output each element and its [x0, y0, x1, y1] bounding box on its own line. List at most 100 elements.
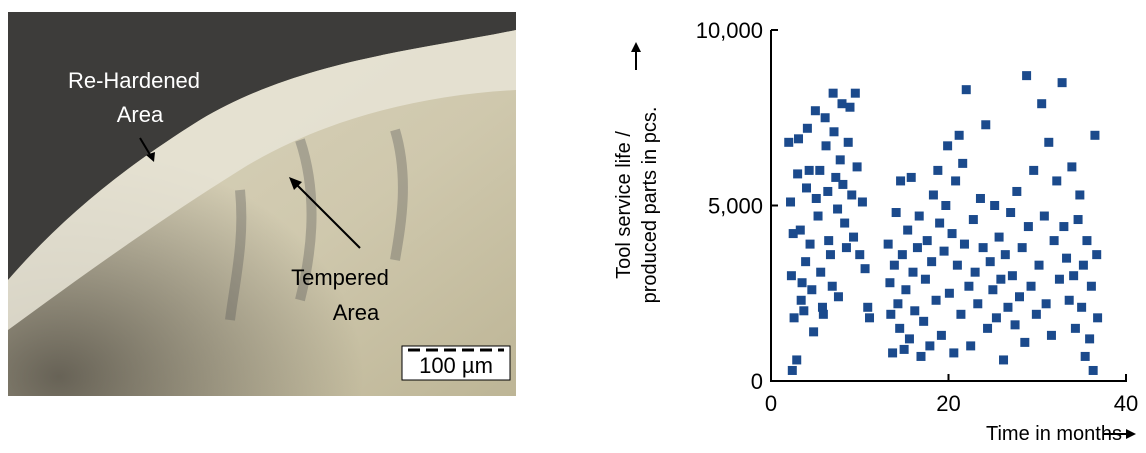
point	[884, 240, 893, 249]
point	[892, 208, 901, 217]
x-tick-label: 0	[765, 391, 777, 416]
point	[844, 138, 853, 147]
point	[1092, 250, 1101, 259]
y-tick-label: 5,000	[708, 194, 763, 219]
point	[803, 124, 812, 133]
point	[966, 341, 975, 350]
point	[945, 289, 954, 298]
point	[1071, 324, 1080, 333]
point	[1087, 282, 1096, 291]
point	[1075, 190, 1084, 199]
point	[855, 250, 864, 259]
point	[826, 250, 835, 259]
point	[933, 166, 942, 175]
point	[833, 205, 842, 214]
point	[1062, 254, 1071, 263]
point	[1050, 236, 1059, 245]
point	[1006, 208, 1015, 217]
point	[1059, 222, 1068, 231]
point	[979, 243, 988, 252]
point	[836, 155, 845, 164]
point	[784, 138, 793, 147]
point	[941, 201, 950, 210]
x-axis-label: Time in months	[986, 423, 1122, 445]
y-axis-label: Tool service life /	[613, 131, 635, 279]
point	[1065, 296, 1074, 305]
point	[919, 317, 928, 326]
point	[1035, 261, 1044, 270]
point	[886, 310, 895, 319]
point	[951, 176, 960, 185]
point	[807, 285, 816, 294]
point	[943, 141, 952, 150]
point	[805, 166, 814, 175]
point	[1077, 303, 1086, 312]
annotation: Re-Hardened	[68, 68, 200, 93]
point	[900, 345, 909, 354]
point	[990, 201, 999, 210]
point	[1027, 282, 1036, 291]
point	[1008, 271, 1017, 280]
point	[969, 215, 978, 224]
point	[1020, 338, 1029, 347]
point	[988, 285, 997, 294]
point	[1052, 176, 1061, 185]
point	[794, 134, 803, 143]
point	[923, 236, 932, 245]
point	[809, 327, 818, 336]
point	[893, 299, 902, 308]
point	[885, 278, 894, 287]
point	[788, 366, 797, 375]
point	[838, 180, 847, 189]
point	[1037, 99, 1046, 108]
point	[823, 187, 832, 196]
point	[858, 197, 867, 206]
point	[796, 226, 805, 235]
point	[797, 296, 806, 305]
point	[1047, 331, 1056, 340]
point	[949, 348, 958, 357]
point	[958, 159, 967, 168]
point	[913, 243, 922, 252]
point	[824, 236, 833, 245]
point	[888, 348, 897, 357]
point	[838, 99, 847, 108]
point	[896, 176, 905, 185]
point	[1074, 215, 1083, 224]
y-tick-label: 10,000	[696, 18, 763, 43]
x-tick-label: 20	[936, 391, 960, 416]
point	[847, 190, 856, 199]
point	[828, 282, 837, 291]
point	[895, 324, 904, 333]
point	[992, 313, 1001, 322]
point	[851, 89, 860, 98]
point	[1044, 138, 1053, 147]
point	[834, 292, 843, 301]
point	[1093, 313, 1102, 322]
point	[1058, 78, 1067, 87]
point	[927, 257, 936, 266]
point	[986, 257, 995, 266]
x-tick-label: 40	[1114, 391, 1138, 416]
point	[915, 212, 924, 221]
point	[909, 268, 918, 277]
y-axis-label: produced parts in pcs.	[639, 107, 661, 304]
point	[1090, 131, 1099, 140]
point	[790, 313, 799, 322]
point	[829, 89, 838, 98]
point	[1032, 310, 1041, 319]
point	[1042, 299, 1051, 308]
y-tick-label: 0	[751, 369, 763, 394]
point	[940, 247, 949, 256]
point	[830, 127, 839, 136]
point	[792, 355, 801, 364]
point	[1040, 212, 1049, 221]
point	[1029, 166, 1038, 175]
point	[948, 229, 957, 238]
point	[925, 341, 934, 350]
point	[1067, 162, 1076, 171]
scale-bar-label: 100 µm	[419, 353, 493, 378]
point	[822, 141, 831, 150]
point	[971, 268, 980, 277]
point	[845, 103, 854, 112]
